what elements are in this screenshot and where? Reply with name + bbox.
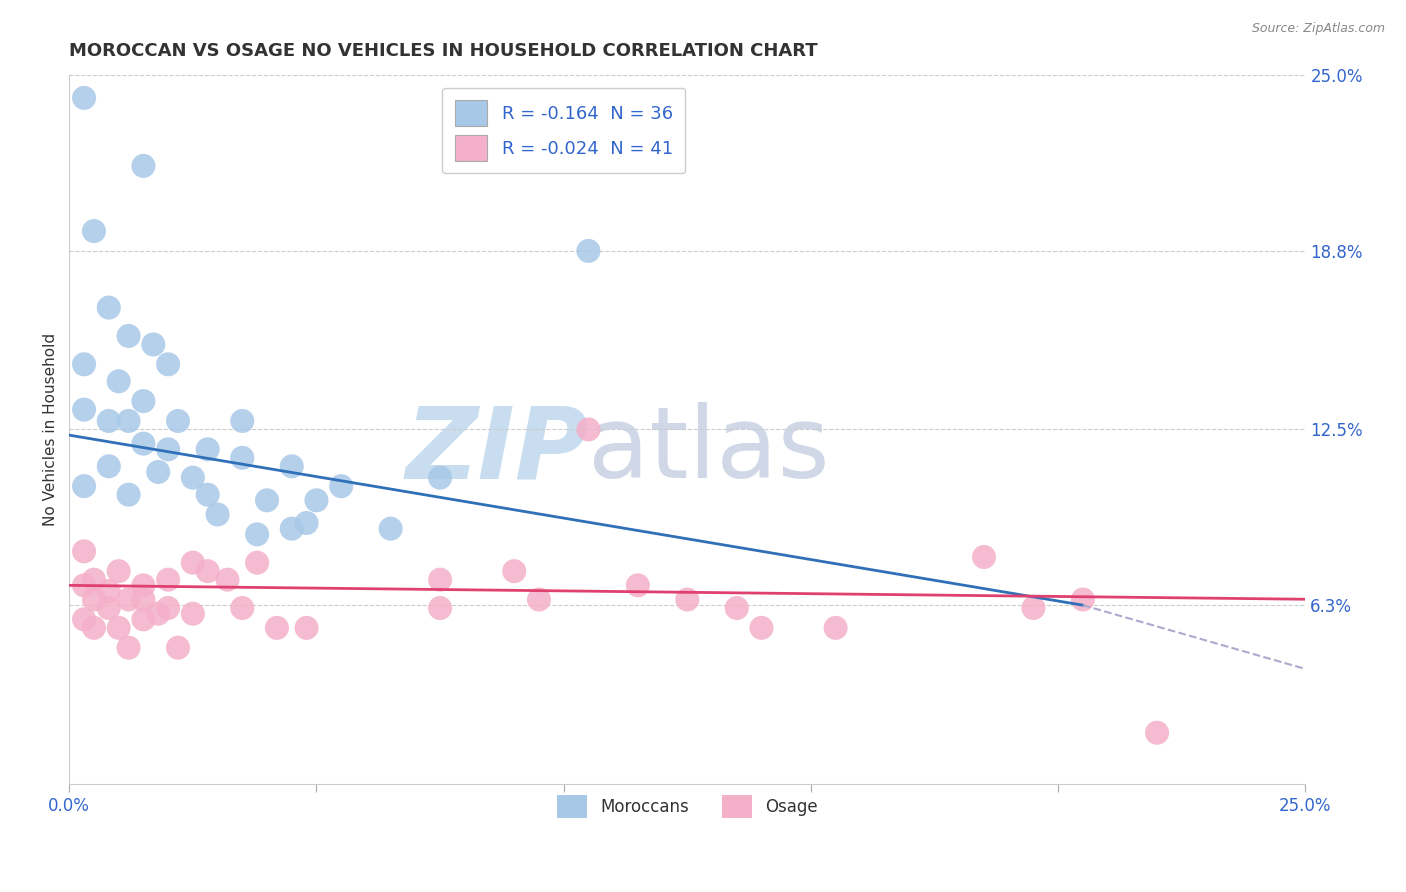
- Point: [231, 450, 253, 465]
- Point: [157, 573, 180, 587]
- Point: [157, 357, 180, 371]
- Text: MOROCCAN VS OSAGE NO VEHICLES IN HOUSEHOLD CORRELATION CHART: MOROCCAN VS OSAGE NO VEHICLES IN HOUSEHO…: [69, 42, 818, 60]
- Text: Source: ZipAtlas.com: Source: ZipAtlas.com: [1251, 22, 1385, 36]
- Point: [97, 301, 120, 315]
- Point: [117, 329, 139, 343]
- Point: [305, 493, 328, 508]
- Point: [97, 584, 120, 599]
- Point: [132, 436, 155, 450]
- Point: [429, 601, 451, 615]
- Point: [246, 527, 269, 541]
- Point: [117, 640, 139, 655]
- Point: [231, 601, 253, 615]
- Point: [117, 592, 139, 607]
- Point: [83, 621, 105, 635]
- Point: [167, 640, 190, 655]
- Point: [117, 488, 139, 502]
- Text: ZIP: ZIP: [405, 402, 589, 500]
- Point: [83, 224, 105, 238]
- Point: [73, 357, 96, 371]
- Point: [107, 564, 129, 578]
- Point: [197, 488, 219, 502]
- Point: [266, 621, 288, 635]
- Point: [295, 516, 318, 530]
- Point: [280, 459, 302, 474]
- Point: [973, 549, 995, 564]
- Point: [676, 592, 699, 607]
- Point: [429, 470, 451, 484]
- Point: [132, 612, 155, 626]
- Point: [97, 601, 120, 615]
- Y-axis label: No Vehicles in Household: No Vehicles in Household: [44, 333, 58, 526]
- Point: [527, 592, 550, 607]
- Text: atlas: atlas: [589, 402, 830, 500]
- Point: [157, 442, 180, 457]
- Point: [132, 394, 155, 409]
- Point: [97, 414, 120, 428]
- Point: [73, 612, 96, 626]
- Point: [380, 522, 402, 536]
- Point: [107, 621, 129, 635]
- Point: [197, 564, 219, 578]
- Point: [330, 479, 353, 493]
- Point: [503, 564, 526, 578]
- Point: [217, 573, 239, 587]
- Point: [142, 337, 165, 351]
- Point: [132, 578, 155, 592]
- Point: [824, 621, 846, 635]
- Point: [97, 459, 120, 474]
- Point: [197, 442, 219, 457]
- Point: [207, 508, 229, 522]
- Legend: Moroccans, Osage: Moroccans, Osage: [550, 788, 825, 825]
- Point: [181, 607, 204, 621]
- Point: [751, 621, 773, 635]
- Point: [256, 493, 278, 508]
- Point: [73, 578, 96, 592]
- Point: [167, 414, 190, 428]
- Point: [107, 374, 129, 388]
- Point: [578, 244, 600, 258]
- Point: [148, 607, 170, 621]
- Point: [231, 414, 253, 428]
- Point: [83, 592, 105, 607]
- Point: [246, 556, 269, 570]
- Point: [132, 592, 155, 607]
- Point: [1071, 592, 1094, 607]
- Point: [73, 91, 96, 105]
- Point: [280, 522, 302, 536]
- Point: [181, 556, 204, 570]
- Point: [83, 573, 105, 587]
- Point: [1146, 725, 1168, 739]
- Point: [578, 422, 600, 436]
- Point: [73, 402, 96, 417]
- Point: [132, 159, 155, 173]
- Point: [295, 621, 318, 635]
- Point: [181, 470, 204, 484]
- Point: [73, 544, 96, 558]
- Point: [429, 573, 451, 587]
- Point: [725, 601, 748, 615]
- Point: [148, 465, 170, 479]
- Point: [157, 601, 180, 615]
- Point: [73, 479, 96, 493]
- Point: [1022, 601, 1045, 615]
- Point: [627, 578, 650, 592]
- Point: [117, 414, 139, 428]
